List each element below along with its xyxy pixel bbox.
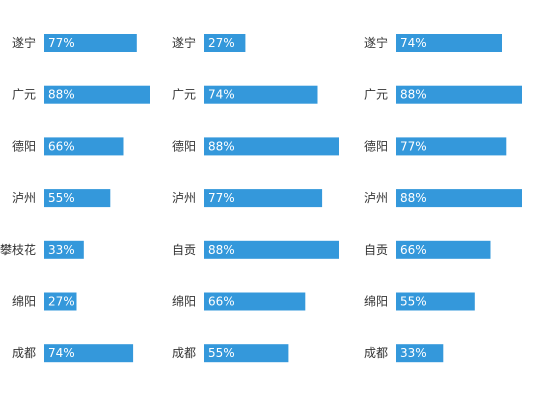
bar-value-label: 27% xyxy=(208,36,235,50)
bar-value-label: 66% xyxy=(400,243,427,257)
bar-value-label: 55% xyxy=(208,346,235,360)
category-label: 泸州 xyxy=(12,191,36,205)
category-label: 绵阳 xyxy=(172,295,196,309)
bar-value-label: 74% xyxy=(208,88,235,102)
bar-value-label: 27% xyxy=(48,295,75,309)
bar xyxy=(44,240,84,259)
bar-value-label: 74% xyxy=(48,346,75,360)
category-label: 德阳 xyxy=(172,138,196,153)
bar xyxy=(204,189,323,208)
bar xyxy=(44,137,124,156)
category-label: 自贡 xyxy=(172,243,196,257)
category-label: 自贡 xyxy=(364,243,388,257)
category-label: 德阳 xyxy=(12,138,36,153)
category-label: 成都 xyxy=(364,346,388,360)
bar xyxy=(396,344,444,363)
bar-value-label: 74% xyxy=(400,36,427,50)
bar-value-label: 66% xyxy=(208,295,235,309)
bar xyxy=(204,137,339,156)
bar xyxy=(204,34,246,52)
bar-value-label: 66% xyxy=(48,139,75,153)
category-label: 成都 xyxy=(12,346,36,360)
chart-panel-3: 遂宁 74% 广元 88% 德阳 77% 泸州 88% 自贡 66% 绵阳 55% 成都 33% xyxy=(364,34,522,363)
category-label: 泸州 xyxy=(364,191,388,205)
bar-value-label: 88% xyxy=(48,88,75,102)
category-label: 攀枝花 xyxy=(0,242,36,257)
bar xyxy=(44,34,137,52)
category-label: 德阳 xyxy=(364,138,388,153)
bar xyxy=(44,85,150,104)
bar xyxy=(44,292,77,311)
bar-value-label: 88% xyxy=(400,88,427,102)
category-label: 泸州 xyxy=(172,191,196,205)
chart-panel-1: 遂宁 77% 广元 88% 德阳 66% 泸州 55% 攀枝花 33% 绵阳 27% 成都 74% xyxy=(0,34,150,363)
category-label: 遂宁 xyxy=(12,35,36,50)
bar xyxy=(396,137,507,156)
bar-value-label: 77% xyxy=(400,139,427,153)
bar-value-label: 77% xyxy=(208,191,235,205)
category-label: 绵阳 xyxy=(12,295,36,309)
bar-value-label: 33% xyxy=(400,346,427,360)
bar-value-label: 55% xyxy=(48,191,75,205)
bar xyxy=(396,34,502,52)
bar xyxy=(44,189,111,208)
bar xyxy=(396,292,475,311)
bar xyxy=(204,292,306,311)
chart-panel-2: 遂宁 27% 广元 74% 德阳 88% 泸州 77% 自贡 88% 绵阳 66% 成都 55% xyxy=(172,34,339,363)
bar-value-label: 88% xyxy=(208,243,235,257)
bar xyxy=(204,240,339,259)
category-label: 成都 xyxy=(172,346,196,360)
bar xyxy=(396,85,522,104)
bar xyxy=(396,189,522,208)
category-label: 广元 xyxy=(12,88,36,102)
bar xyxy=(204,344,289,363)
category-label: 绵阳 xyxy=(364,295,388,309)
bar xyxy=(44,344,134,363)
bar-value-label: 88% xyxy=(208,139,235,153)
bar xyxy=(396,240,491,259)
bar-value-label: 88% xyxy=(400,191,427,205)
category-label: 广元 xyxy=(172,88,196,102)
category-label: 遂宁 xyxy=(172,35,196,50)
bar-value-label: 55% xyxy=(400,295,427,309)
bar xyxy=(204,85,318,104)
bar-value-label: 77% xyxy=(48,36,75,50)
category-label: 广元 xyxy=(364,88,388,102)
category-label: 遂宁 xyxy=(364,35,388,50)
bar-value-label: 33% xyxy=(48,243,75,257)
